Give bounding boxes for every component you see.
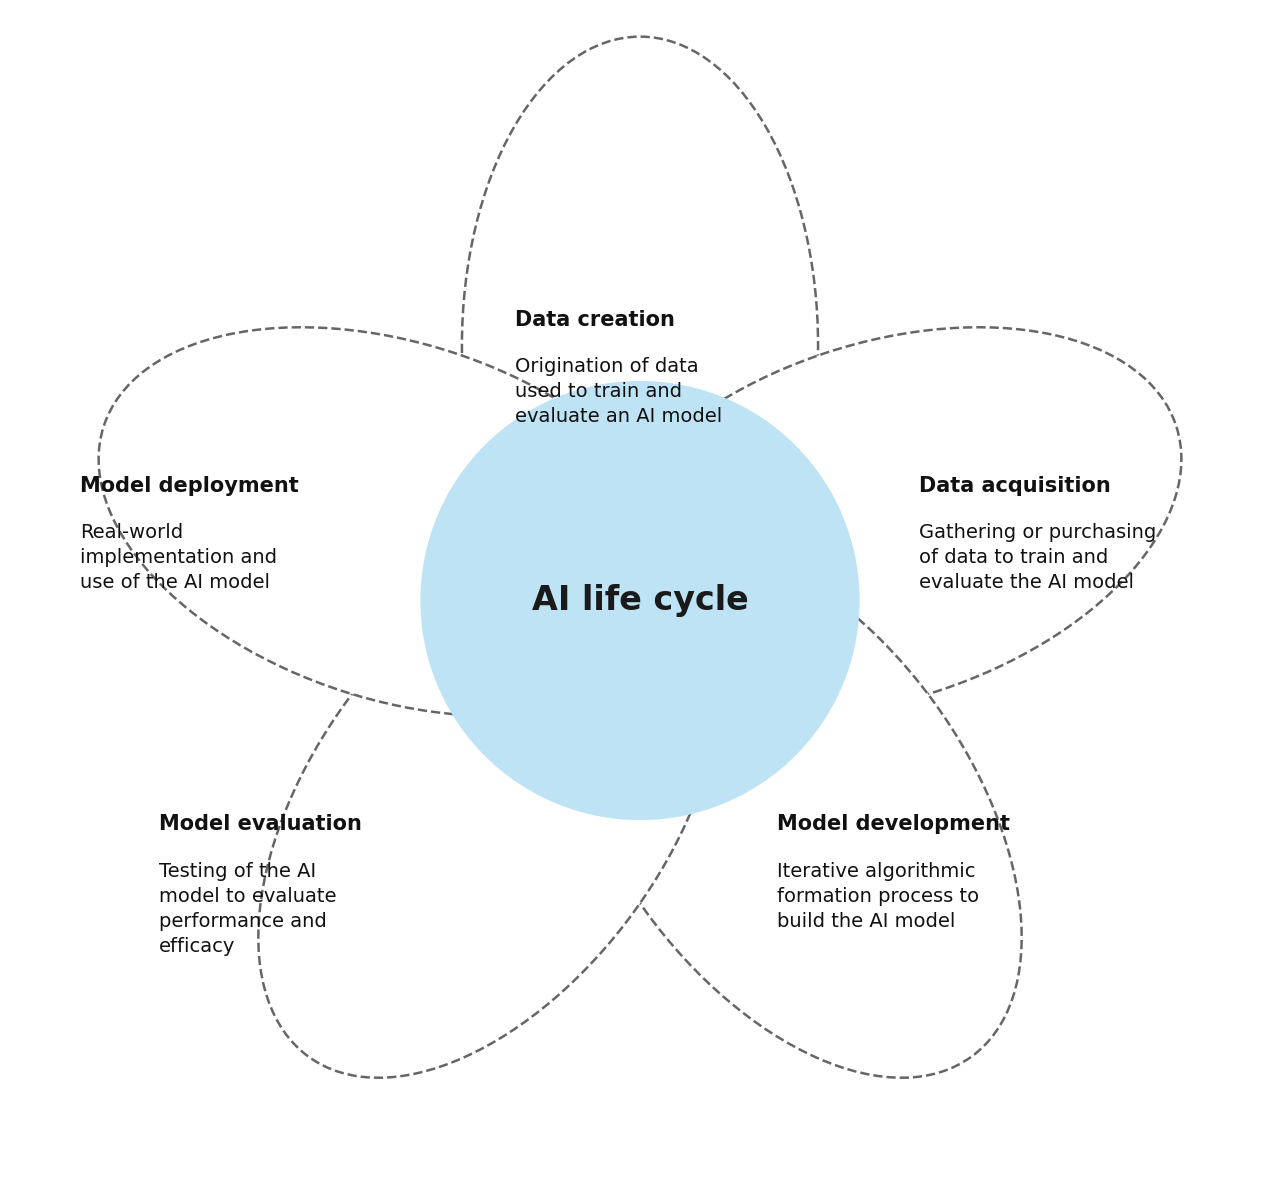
Ellipse shape	[584, 327, 1181, 716]
Text: Iterative algorithmic
formation process to
build the AI model: Iterative algorithmic formation process …	[777, 861, 979, 931]
Text: Real-world
implementation and
use of the AI model: Real-world implementation and use of the…	[79, 524, 276, 592]
Text: Data acquisition: Data acquisition	[919, 476, 1111, 496]
Text: Model development: Model development	[777, 814, 1010, 835]
Ellipse shape	[259, 536, 722, 1077]
Circle shape	[420, 381, 860, 820]
Text: AI life cycle: AI life cycle	[531, 584, 749, 617]
Text: Testing of the AI
model to evaluate
performance and
efficacy: Testing of the AI model to evaluate perf…	[159, 861, 337, 956]
Text: Gathering or purchasing
of data to train and
evaluate the AI model: Gathering or purchasing of data to train…	[919, 524, 1156, 592]
Text: Origination of data
used to train and
evaluate an AI model: Origination of data used to train and ev…	[516, 357, 723, 426]
Text: Model deployment: Model deployment	[79, 476, 298, 496]
Text: Model evaluation: Model evaluation	[159, 814, 362, 835]
Ellipse shape	[462, 36, 818, 653]
Ellipse shape	[99, 327, 696, 716]
Text: Data creation: Data creation	[516, 310, 676, 329]
Ellipse shape	[558, 536, 1021, 1077]
